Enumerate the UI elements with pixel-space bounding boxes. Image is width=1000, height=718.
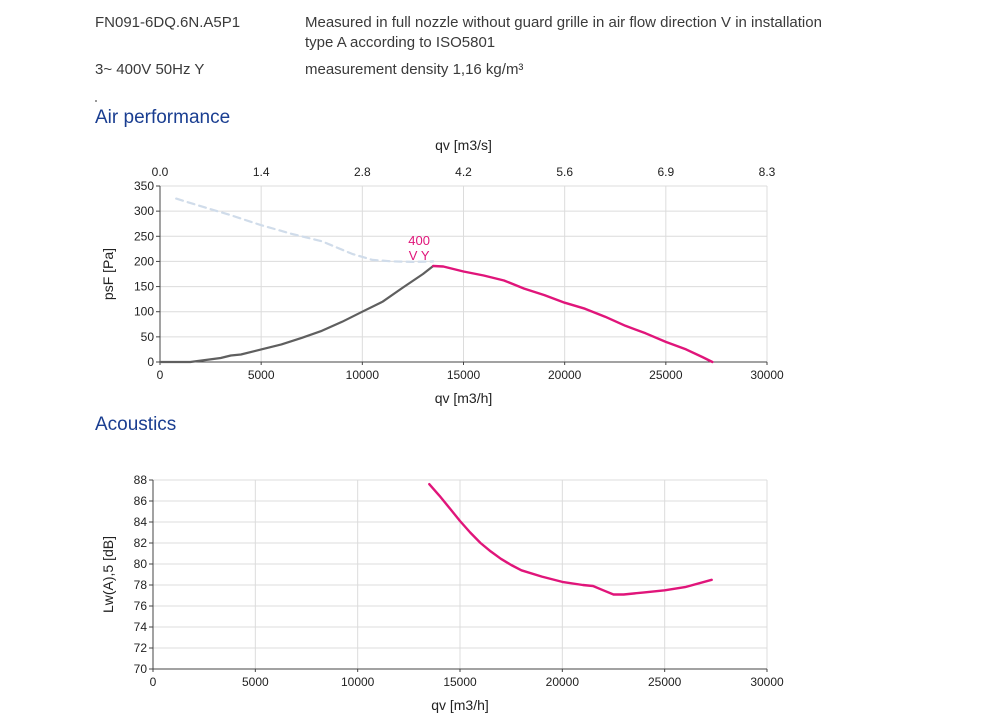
- air-y-tick-label: 200: [134, 254, 154, 268]
- acoustic-y-tick-label: 80: [134, 557, 148, 571]
- acoustic-y-tick-label: 84: [134, 515, 148, 529]
- acoustic-y-tick-label: 86: [134, 494, 148, 508]
- air-series-accent-line: [432, 264, 714, 364]
- air-series-dashed-line: [175, 197, 435, 263]
- air-y-tick-label: 150: [134, 280, 154, 294]
- air-y-tick-label: 0: [147, 355, 154, 369]
- air-y-axis-label: psF [Pa]: [100, 248, 116, 300]
- acoustics-title: Acoustics: [95, 414, 177, 435]
- acoustic-x-tick-label: 20000: [546, 675, 580, 689]
- air-x2-tick-label: 5.6: [556, 165, 573, 179]
- power-supply: 3~ 400V 50Hz Y: [95, 61, 205, 78]
- air-x-tick-label: 5000: [248, 368, 275, 382]
- air-x-tick-label: 30000: [750, 368, 784, 382]
- acoustic-y-tick-label: 82: [134, 536, 148, 550]
- acoustic-x-axis-label: qv [m3/h]: [431, 697, 489, 713]
- measurement-description-line1: Measured in full nozzle without guard gr…: [305, 14, 822, 31]
- acoustic-x-tick-label: 15000: [443, 675, 477, 689]
- acoustic-series-accent-line: [428, 483, 713, 596]
- acoustic-y-tick-label: 74: [134, 620, 148, 634]
- air-series-dark-line: [158, 264, 435, 364]
- acoustic-x-tick-label: 25000: [648, 675, 682, 689]
- acoustic-y-tick-label: 76: [134, 599, 148, 613]
- air-x-tick-label: 20000: [548, 368, 582, 382]
- acoustic-x-tick-label: 10000: [341, 675, 375, 689]
- air-y-tick-label: 300: [134, 204, 154, 218]
- air-curve-label: 400: [408, 233, 430, 248]
- measurement-density: measurement density 1,16 kg/m³: [305, 61, 524, 78]
- acoustic-x-tick-label: 5000: [242, 675, 269, 689]
- measurement-description-line2: type A according to ISO5801: [305, 34, 496, 51]
- acoustic-y-tick-label: 88: [134, 473, 148, 487]
- model-number: FN091-6DQ.6N.A5P1: [95, 14, 241, 31]
- acoustic-y-tick-label: 78: [134, 578, 148, 592]
- air-x2-tick-label: 1.4: [253, 165, 270, 179]
- air-x-tick-label: 25000: [649, 368, 683, 382]
- air-y-tick-label: 250: [134, 229, 154, 243]
- air-x2-tick-label: 8.3: [759, 165, 776, 179]
- air-x2-tick-label: 6.9: [657, 165, 674, 179]
- air-x-axis-label: qv [m3/h]: [435, 390, 493, 406]
- air-y-tick-label: 350: [134, 179, 154, 193]
- air-x2-tick-label: 4.2: [455, 165, 472, 179]
- acoustic-x-tick-label: 30000: [750, 675, 784, 689]
- air-x2-axis-label: qv [m3/s]: [435, 137, 492, 153]
- air-curve-label: V Y: [409, 248, 430, 263]
- air-x-tick-label: 10000: [346, 368, 380, 382]
- separator-dot: [95, 100, 97, 102]
- air-y-tick-label: 100: [134, 305, 154, 319]
- acoustic-y-tick-label: 70: [134, 662, 148, 676]
- air-x-tick-label: 15000: [447, 368, 481, 382]
- acoustic-y-axis-label: Lw(A),5 [dB]: [100, 536, 116, 613]
- air-x2-tick-label: 2.8: [354, 165, 371, 179]
- air-performance-title: Air performance: [95, 107, 231, 128]
- acoustic-x-tick-label: 0: [150, 675, 157, 689]
- air-x2-tick-label: 0.0: [152, 165, 169, 179]
- acoustic-y-tick-label: 72: [134, 641, 148, 655]
- air-x-tick-label: 0: [157, 368, 164, 382]
- air-y-tick-label: 50: [141, 330, 155, 344]
